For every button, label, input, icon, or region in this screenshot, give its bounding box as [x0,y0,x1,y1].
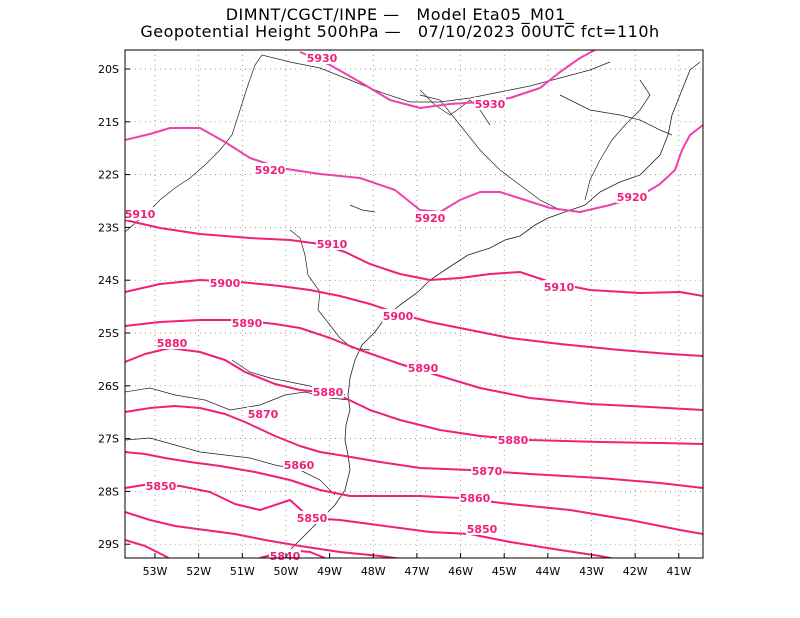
contour-label: 5870 [248,408,279,421]
contour-label-bg [312,385,344,398]
contour-label: 5860 [284,459,315,472]
contour-label: 5880 [157,337,188,350]
contour-label-bg [296,511,328,524]
contour-line [125,124,703,213]
lon-tick-label: 50W [274,565,299,578]
lon-tick-label: 51W [230,565,255,578]
contour-label: 5910 [544,281,575,294]
state-border [559,94,673,136]
contour-label: 5880 [498,434,529,447]
contour-label-bg [474,97,506,110]
state-border [125,437,336,496]
contour-label-bg [209,276,241,289]
contour-label: 5900 [383,310,414,323]
contour-label-bg [124,207,156,220]
lon-tick-label: 52W [186,565,211,578]
contour-label-bg [466,522,498,535]
lat-tick-label: 28S [98,485,119,498]
contour-label: 5910 [317,238,348,251]
lon-tick-label: 41W [666,565,691,578]
reservoir [349,204,376,213]
contour-label: 5910 [125,208,156,221]
contour-label-bg [616,190,648,203]
contour-label-bg [407,361,439,374]
contour-label-bg [269,549,301,562]
contour-label-bg [497,433,529,446]
contour-line [125,405,703,489]
lon-tick-label: 53W [143,565,168,578]
contour-label: 5870 [472,465,503,478]
contour-line [125,451,703,535]
contour-label: 5850 [146,480,177,493]
contour-label-bg [471,464,503,477]
contour-label-bg [283,458,315,471]
contour-label-bg [414,211,446,224]
lat-tick-label: 21S [98,116,119,129]
contour-label-bg [254,163,286,176]
lon-tick-label: 44W [535,565,560,578]
state-border [289,229,371,351]
contour-label-bg [156,336,188,349]
contour-label-bg [145,479,177,492]
lat-tick-label: 25S [98,327,119,340]
contour-label-bg [231,316,263,329]
contour-label: 5900 [210,277,241,290]
state-border [584,79,651,201]
contour-line [125,483,616,558]
lon-tick-label: 48W [361,565,386,578]
lon-tick-label: 42W [623,565,648,578]
contour-line [299,50,596,109]
contour-label-bg [543,280,575,293]
coastline [279,61,701,558]
contour-label: 5850 [297,512,328,525]
contour-line [125,539,171,558]
contour-label: 5920 [617,191,648,204]
lat-tick-label: 22S [98,169,119,182]
contour-label: 5920 [255,164,286,177]
lat-tick-label: 29S [98,538,119,551]
contour-label: 5840 [270,550,301,563]
lat-tick-label: 23S [98,221,119,234]
contour-label-bg [316,237,348,250]
contour-label-bg [247,407,279,420]
lon-tick-label: 43W [579,565,604,578]
height-contours [125,50,703,558]
contour-label: 5880 [313,386,344,399]
axis-labels: 20S 21S 22S 23S 24S 25S 26S 27S 28S 29S 53W 52W 51W 5… [98,63,691,578]
title-line-1: DIMNT/CGCT/INPE — Model Eta05_M01_ [225,5,575,24]
title-line-2: Geopotential Height 500hPa — 07/10/2023 … [140,22,660,41]
contour-label-bg [459,491,491,504]
contour-label: 5890 [408,362,439,375]
lon-tick-label: 46W [448,565,473,578]
contour-label: 5930 [475,98,506,111]
contour-line [125,219,703,297]
state-border [125,54,611,233]
contour-line [125,319,703,411]
contour-label: 5860 [460,492,491,505]
lon-tick-label: 47W [404,565,429,578]
lat-tick-label: 24S [98,274,119,287]
contour-label: 5850 [467,523,498,536]
plot-frame [124,49,704,559]
lat-tick-label: 27S [98,433,119,446]
lon-tick-label: 49W [317,565,342,578]
contour-label: 5890 [232,317,263,330]
lat-lon-grid [125,50,703,558]
lat-tick-label: 26S [98,380,119,393]
contour-labels: 5930 5930 5920 5920 5920 5910 5910 5910 5900 5900… [124,51,648,563]
contour-line [125,511,403,558]
contour-label-bg [306,51,338,64]
lon-tick-label: 45W [492,565,517,578]
lat-tick-label: 20S [98,63,119,76]
chart-title: DIMNT/CGCT/INPE — Model Eta05_M01_ Geopo… [0,6,800,40]
contour-label: 5920 [415,212,446,225]
contour-label: 5930 [307,52,338,65]
coastline-and-borders [125,54,701,558]
contour-label-bg [382,309,414,322]
